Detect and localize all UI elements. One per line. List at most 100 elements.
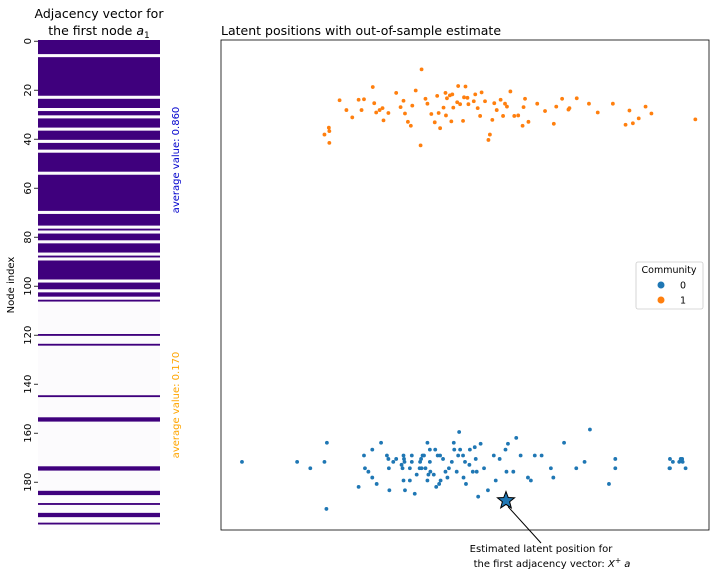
estimate-label-math: X xyxy=(607,559,616,570)
community-0-point xyxy=(548,466,553,471)
community-1-point xyxy=(483,99,487,104)
heatmap-connected-block xyxy=(38,343,160,346)
estimate-label-line2: the first adjacency vector: X+ a xyxy=(474,556,631,570)
community-0-point xyxy=(539,453,544,458)
community-1-point xyxy=(526,119,531,124)
community-1-point xyxy=(337,98,342,103)
community-0-point xyxy=(613,466,618,471)
heatmap-connected-block xyxy=(38,299,160,302)
community-0-point xyxy=(423,466,428,471)
community-0-point xyxy=(613,457,618,461)
community-1-point xyxy=(501,114,505,118)
community-1-point xyxy=(380,106,385,111)
community-0-point xyxy=(551,475,556,480)
community-0-point xyxy=(419,457,423,461)
community-0-point xyxy=(437,482,442,486)
heatmap-connected-block xyxy=(38,292,160,297)
heatmap-connected-block xyxy=(38,228,160,231)
community-0-point xyxy=(451,440,456,445)
community-0-point xyxy=(295,459,300,464)
community-1-point xyxy=(516,113,521,118)
community-1-point xyxy=(503,101,507,106)
community-0-point xyxy=(438,453,443,458)
community-1-point xyxy=(406,119,410,124)
community-1-point xyxy=(410,103,415,108)
scatter-title: Latent positions with out-of-sample esti… xyxy=(221,23,501,38)
community-0-point xyxy=(668,457,672,461)
community-0-point xyxy=(370,475,375,480)
community-1-point xyxy=(465,95,470,100)
heatmap-connected-block xyxy=(38,118,160,128)
community-1-point xyxy=(441,105,446,110)
community-1-point xyxy=(438,126,443,131)
heatmap-connected-block xyxy=(38,466,160,471)
community-0-point xyxy=(426,472,431,477)
community-0-point xyxy=(467,447,472,452)
community-0-point xyxy=(511,469,516,474)
community-0-point xyxy=(433,447,438,452)
community-0-point xyxy=(677,459,682,464)
community-0-point xyxy=(366,469,371,474)
community-0-point xyxy=(474,469,479,474)
community-1-point xyxy=(461,118,465,123)
legend-box xyxy=(635,261,704,310)
community-0-point xyxy=(407,466,412,471)
community-1-point xyxy=(554,104,559,109)
community-0-point xyxy=(322,459,327,464)
community-1-point xyxy=(473,92,478,97)
community-0-point xyxy=(407,478,412,483)
community-0-point xyxy=(427,459,432,464)
community-0-point xyxy=(425,440,430,445)
community-0-point xyxy=(472,445,477,450)
community-1-point xyxy=(520,123,525,128)
community-1-point xyxy=(429,112,434,116)
community-1-point xyxy=(587,101,591,106)
community-0-point xyxy=(607,482,611,486)
community-1-point xyxy=(627,108,632,113)
heatmap-connected-block xyxy=(38,260,160,280)
community-0-point xyxy=(402,457,406,461)
community-1-point xyxy=(649,111,654,116)
community-0-point xyxy=(428,469,433,474)
heatmap-ylabel: Node index xyxy=(6,257,17,314)
community-0-point xyxy=(409,459,414,464)
heatmap-ytick-label: 180 xyxy=(23,473,34,492)
community-0-point xyxy=(308,466,313,471)
community-1-point xyxy=(413,88,418,93)
heatmap-connected-block xyxy=(38,334,160,336)
community-0-point xyxy=(526,475,530,480)
heatmap-connected-block xyxy=(38,174,160,211)
community-1-point xyxy=(693,117,698,122)
heatmap-ytick-label: 40 xyxy=(23,133,34,146)
scatter-points xyxy=(240,67,698,511)
community-0-point xyxy=(504,469,509,474)
community-0-point xyxy=(486,488,490,493)
community-1-point xyxy=(455,100,460,105)
heatmap-cells xyxy=(38,40,160,525)
community-0-point xyxy=(463,459,467,464)
community-0-point xyxy=(449,459,454,464)
heatmap-title-line2: the first node a1 xyxy=(48,23,149,41)
heatmap-connected-block xyxy=(38,40,160,55)
community-0-point xyxy=(461,453,465,458)
community-0-point xyxy=(438,478,443,483)
community-1-point xyxy=(398,105,403,110)
community-0-point xyxy=(431,472,436,477)
estimate-label-line2-prefix: the first adjacency vector: xyxy=(474,559,608,570)
heatmap-connected-block xyxy=(38,255,160,258)
community-1-point xyxy=(630,121,635,126)
community-0-point xyxy=(419,466,424,471)
heatmap-ytick-label: 100 xyxy=(23,277,34,296)
legend-marker-community-1 xyxy=(657,296,665,304)
community-1-point xyxy=(463,84,468,89)
community-1-point xyxy=(362,97,366,102)
community-1-point xyxy=(370,85,375,89)
community-0-point xyxy=(418,459,423,464)
community-0-point xyxy=(452,447,457,452)
heatmap-connected-block xyxy=(38,503,160,505)
community-0-point xyxy=(394,457,399,461)
community-1-point xyxy=(512,114,517,118)
estimate-star-marker xyxy=(496,490,516,510)
community-0-point xyxy=(514,435,519,440)
